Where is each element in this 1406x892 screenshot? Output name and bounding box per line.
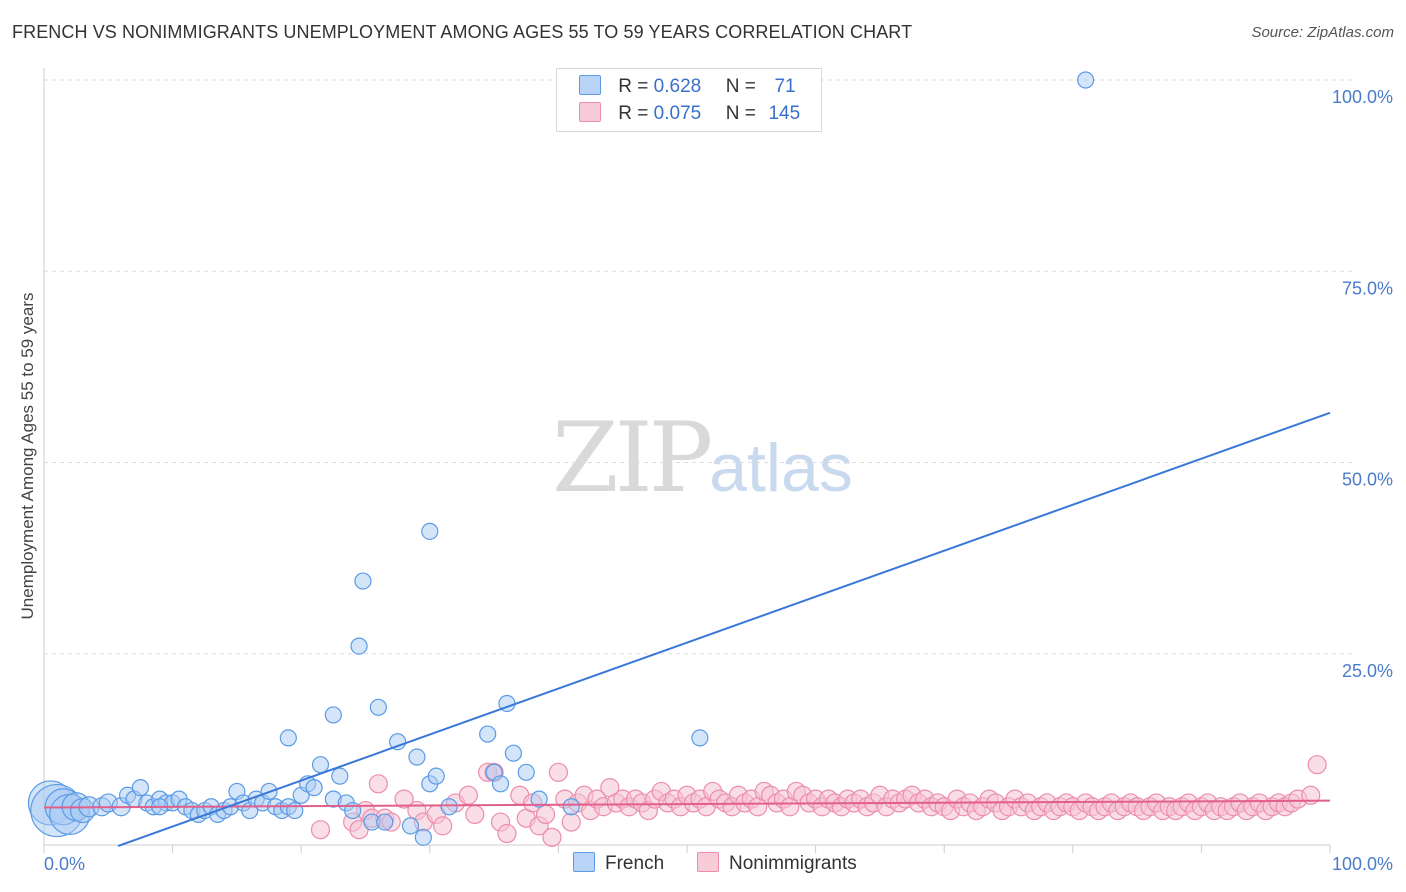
french-point — [279, 729, 297, 747]
nonimmigrants-point — [368, 774, 388, 794]
nonimmigrants-point — [1307, 755, 1327, 775]
french-point — [691, 729, 709, 747]
legend-n-label: N = — [725, 103, 756, 124]
stats-legend: R = 0.628 N = 71 R = 0.075 N = 145 — [556, 68, 822, 132]
nonimmigrants-point — [458, 785, 478, 805]
french-point — [131, 779, 150, 797]
french-point — [427, 767, 445, 785]
nonimmigrants-point — [497, 823, 517, 844]
french-point — [369, 698, 387, 716]
nonimmigrants-point — [542, 827, 562, 847]
french-point — [354, 572, 372, 590]
legend-row-french: R = 0.628 N = 71 — [579, 75, 796, 101]
legend-n-value-nonimmigrants: 145 — [768, 103, 801, 124]
x-tick-label: 100.0% — [1332, 854, 1393, 874]
bottom-legend-label-nonimmigrants: Nonimmigrants — [729, 853, 857, 874]
french-point — [311, 756, 330, 774]
bottom-legend-label-french: French — [605, 853, 665, 874]
bottom-legend-swatch-french — [573, 852, 595, 872]
french-point — [421, 522, 439, 540]
legend-swatch-nonimmigrants — [579, 102, 601, 122]
bottom-legend-swatch-nonimmigrants — [697, 852, 719, 872]
nonimmigrants-point — [465, 804, 485, 825]
french-point — [376, 813, 394, 831]
legend-r-label: R = — [618, 76, 649, 97]
legend-n-label: N = — [725, 76, 756, 97]
nonimmigrants-trendline — [43, 799, 1331, 809]
french-point — [408, 748, 426, 766]
french-point — [286, 801, 304, 820]
french-point — [1077, 71, 1095, 89]
nonimmigrants-point — [310, 820, 331, 840]
nonimmigrants-point — [394, 789, 414, 809]
french-point — [331, 767, 349, 785]
chart-title: FRENCH VS NONIMMIGRANTS UNEMPLOYMENT AMO… — [12, 22, 913, 42]
nonimmigrants-point — [535, 804, 556, 825]
nonimmigrants-point — [548, 762, 569, 782]
french-point — [440, 798, 458, 816]
french-point — [350, 637, 368, 655]
y-tick-label: 25.0% — [1342, 661, 1393, 681]
y-tick-label: 75.0% — [1342, 278, 1393, 298]
y-tick-label: 50.0% — [1342, 470, 1393, 490]
x-tick-label: 0.0% — [44, 854, 85, 874]
french-point — [414, 828, 432, 846]
legend-row-nonimmigrants: R = 0.075 N = 145 — [579, 102, 800, 128]
french-point — [562, 798, 580, 816]
bottom-legend-french: French — [573, 852, 664, 875]
french-point — [305, 779, 323, 797]
legend-r-value-french: 0.628 — [653, 76, 702, 97]
french-point — [324, 706, 342, 724]
french-point — [530, 790, 548, 808]
nonimmigrants-point — [561, 812, 581, 832]
french-point — [479, 725, 497, 743]
legend-n-value-french: 71 — [774, 76, 796, 97]
french-trendline — [117, 411, 1331, 847]
nonimmigrants-point — [433, 816, 453, 836]
bottom-legend-nonimmigrants: Nonimmigrants — [697, 852, 857, 875]
french-point — [504, 744, 522, 762]
legend-r-value-nonimmigrants: 0.075 — [653, 103, 702, 124]
legend-swatch-french — [579, 75, 601, 95]
y-tick-label: 100.0% — [1332, 87, 1393, 107]
source-credit: Source: ZipAtlas.com — [1251, 24, 1394, 41]
legend-r-label: R = — [618, 103, 649, 124]
french-point — [517, 763, 535, 781]
french-point — [491, 775, 510, 793]
french-point — [401, 817, 420, 835]
french-point — [389, 733, 407, 751]
